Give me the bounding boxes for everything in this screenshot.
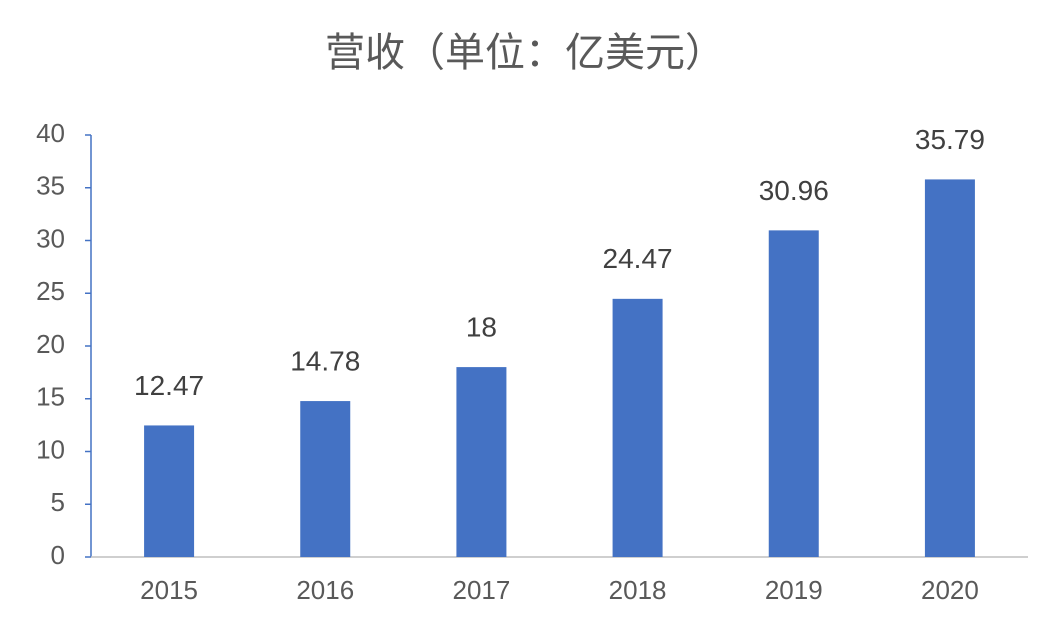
- bar: [612, 298, 663, 557]
- x-tick-label: 2015: [140, 575, 198, 605]
- value-label: 24.47: [603, 243, 673, 274]
- x-tick-label: 2017: [452, 575, 510, 605]
- bar: [768, 230, 819, 557]
- value-label: 30.96: [759, 175, 829, 206]
- x-tick-label: 2018: [609, 575, 667, 605]
- value-label: 12.47: [134, 370, 204, 401]
- y-tick-label: 35: [36, 171, 65, 201]
- x-tick-label: 2019: [765, 575, 823, 605]
- bar: [144, 425, 195, 557]
- y-tick-label: 25: [36, 276, 65, 306]
- bar: [300, 401, 351, 557]
- y-tick-label: 20: [36, 329, 65, 359]
- chart-title: 营收（单位：亿美元）: [325, 30, 725, 76]
- value-label: 35.79: [915, 124, 985, 155]
- y-tick-label: 0: [51, 540, 65, 570]
- y-tick-label: 5: [51, 487, 65, 517]
- y-tick-label: 30: [36, 223, 65, 253]
- bar: [456, 367, 507, 557]
- y-tick-label: 40: [36, 118, 65, 148]
- value-label: 14.78: [290, 345, 360, 376]
- x-tick-label: 2020: [921, 575, 979, 605]
- bar: [924, 179, 975, 557]
- y-tick-label: 10: [36, 434, 65, 464]
- y-tick-label: 15: [36, 382, 65, 412]
- x-tick-label: 2016: [296, 575, 354, 605]
- value-label: 18: [466, 311, 497, 342]
